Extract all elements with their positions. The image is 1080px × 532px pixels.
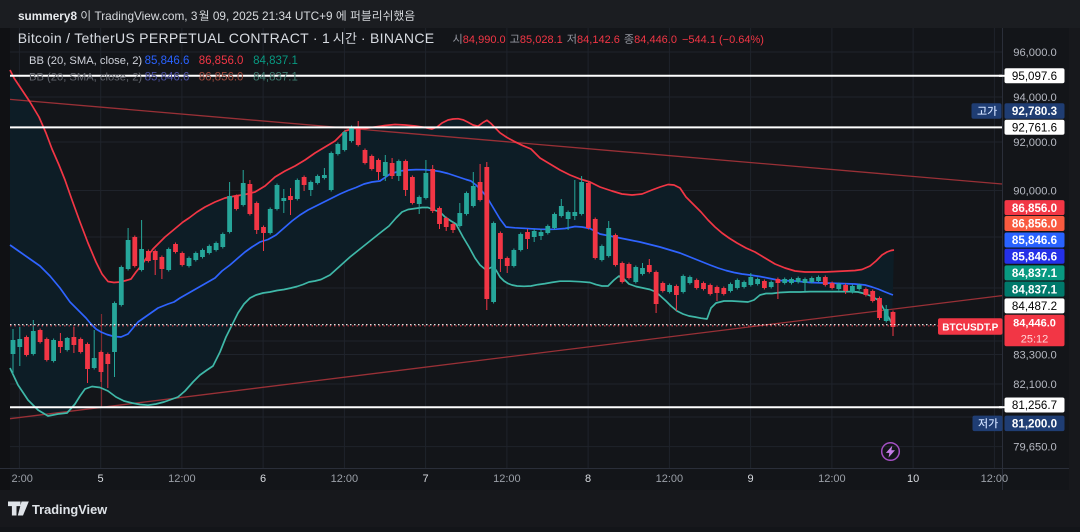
- svg-text:90,000.0: 90,000.0: [1013, 186, 1057, 198]
- svg-text:85,028.1: 85,028.1: [520, 34, 563, 46]
- svg-text:86,856.0: 86,856.0: [1012, 218, 1057, 231]
- svg-text:summery8: summery8: [18, 9, 77, 23]
- svg-text:2:00: 2:00: [12, 473, 33, 485]
- svg-text:BB (20, SMA, close, 2): BB (20, SMA, close, 2): [29, 72, 142, 84]
- svg-text:12:00: 12:00: [493, 473, 521, 485]
- svg-text:12:00: 12:00: [981, 473, 1009, 485]
- svg-text:84,837.1: 84,837.1: [1012, 283, 1058, 296]
- svg-text:86,856.0: 86,856.0: [199, 55, 244, 67]
- svg-text:BTCUSDT.P: BTCUSDT.P: [942, 322, 998, 333]
- svg-text:92,780.3: 92,780.3: [1012, 105, 1058, 118]
- svg-text:85,846.6: 85,846.6: [145, 72, 190, 84]
- svg-text:−544.1 (−0.64%): −544.1 (−0.64%): [682, 34, 764, 46]
- svg-text:12:00: 12:00: [818, 473, 846, 485]
- svg-text:95,097.6: 95,097.6: [1012, 70, 1057, 83]
- svg-text:8: 8: [585, 473, 591, 485]
- svg-text:81,256.7: 81,256.7: [1012, 399, 1057, 412]
- svg-text:92,761.6: 92,761.6: [1012, 121, 1057, 134]
- svg-text:84,837.1: 84,837.1: [253, 55, 298, 67]
- svg-text:84,446.0: 84,446.0: [634, 34, 677, 46]
- svg-text:7: 7: [423, 473, 429, 485]
- svg-text:94,000.0: 94,000.0: [1013, 92, 1057, 104]
- svg-text:86,856.0: 86,856.0: [1012, 202, 1057, 215]
- svg-text:TradingView.com, 3: TradingView.com, 3: [94, 9, 197, 23]
- svg-text:83,300.0: 83,300.0: [1013, 350, 1057, 362]
- svg-text:25:12: 25:12: [1021, 333, 1049, 345]
- svg-text:92,000.0: 92,000.0: [1013, 137, 1057, 149]
- svg-text:85,846.6: 85,846.6: [145, 55, 190, 67]
- svg-text:BB (20, SMA, close, 2): BB (20, SMA, close, 2): [29, 55, 142, 67]
- svg-text:84,142.6: 84,142.6: [577, 34, 620, 46]
- svg-text:Bitcoin / TetherUS PERPETUAL C: Bitcoin / TetherUS PERPETUAL CONTRACT · …: [18, 30, 330, 46]
- svg-text:85,846.6: 85,846.6: [1012, 234, 1058, 247]
- svg-text:TradingView: TradingView: [32, 502, 107, 517]
- svg-text:6: 6: [260, 473, 266, 485]
- svg-text:84,446.0: 84,446.0: [1013, 318, 1056, 330]
- svg-text:84,487.2: 84,487.2: [1012, 300, 1057, 313]
- svg-text:84,837.1: 84,837.1: [1012, 267, 1058, 280]
- svg-text:85,846.6: 85,846.6: [1012, 250, 1058, 263]
- svg-text:12:00: 12:00: [656, 473, 684, 485]
- svg-text:84,990.0: 84,990.0: [463, 34, 506, 46]
- svg-text:10: 10: [907, 473, 919, 485]
- svg-text:96,000.0: 96,000.0: [1013, 47, 1057, 59]
- svg-text:5: 5: [98, 473, 104, 485]
- svg-text:9: 9: [748, 473, 754, 485]
- svg-text:09, 2025 21:34 UTC+9: 09, 2025 21:34 UTC+9: [213, 9, 333, 23]
- svg-text:79,650.0: 79,650.0: [1013, 442, 1057, 454]
- svg-text:12:00: 12:00: [331, 473, 359, 485]
- svg-text:84,837.1: 84,837.1: [253, 72, 298, 84]
- svg-text:82,100.0: 82,100.0: [1013, 379, 1057, 391]
- svg-text:86,856.0: 86,856.0: [199, 72, 244, 84]
- svg-text:81,200.0: 81,200.0: [1012, 418, 1057, 431]
- svg-text:12:00: 12:00: [168, 473, 196, 485]
- svg-text:· BINANCE: · BINANCE: [361, 30, 435, 46]
